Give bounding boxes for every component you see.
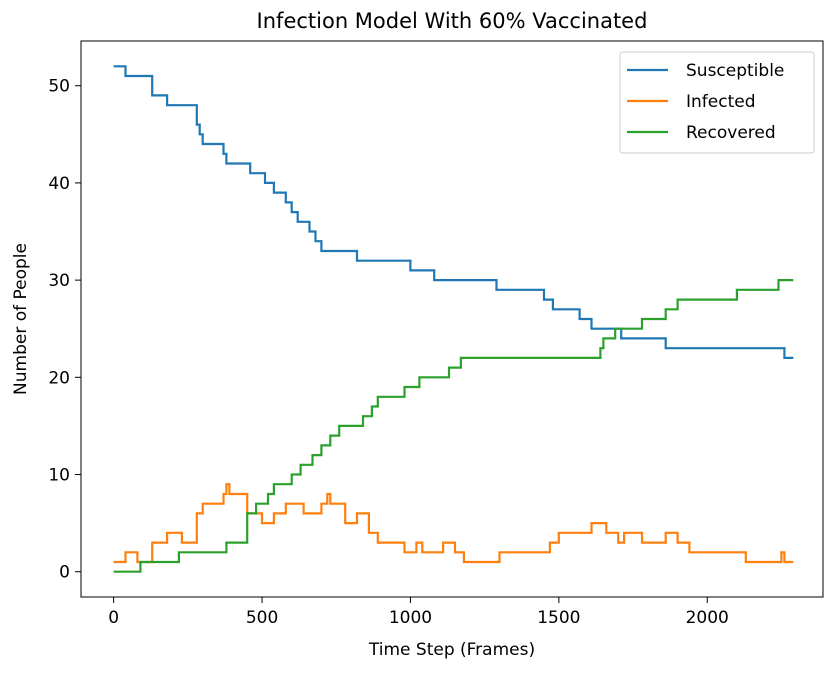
- y-tick-label: 30: [48, 271, 70, 291]
- x-tick-label: 500: [246, 608, 278, 628]
- y-tick-label: 40: [48, 174, 70, 194]
- series-line-infected: [113, 483, 794, 564]
- y-tick-label: 10: [48, 466, 70, 486]
- y-tick-label: 50: [48, 77, 70, 97]
- plot-frame: [80, 40, 824, 598]
- legend-label-recovered: Recovered: [686, 123, 776, 143]
- legend-label-infected: Infected: [686, 92, 756, 112]
- x-axis-label: Time Step (Frames): [368, 640, 535, 660]
- series-line-recovered: [113, 279, 794, 573]
- x-tick-label: 0: [108, 608, 119, 628]
- x-tick-label: 1000: [389, 608, 432, 628]
- y-tick-label: 0: [59, 563, 70, 583]
- y-axis-label: Number of People: [11, 243, 31, 395]
- legend: Susceptible Infected Recovered: [619, 51, 815, 154]
- y-tick-label: 20: [48, 368, 70, 388]
- chart-title: Infection Model With 60% Vaccinated: [257, 9, 648, 33]
- axis-ticks: 0 500 1000 1500 2000 0 10 20 30 40 50: [48, 77, 729, 628]
- legend-label-susceptible: Susceptible: [686, 61, 784, 81]
- x-tick-label: 2000: [686, 608, 729, 628]
- x-tick-label: 1500: [537, 608, 580, 628]
- series-lines: [113, 65, 794, 573]
- legend-box: [619, 51, 815, 154]
- series-line-susceptible: [113, 65, 794, 359]
